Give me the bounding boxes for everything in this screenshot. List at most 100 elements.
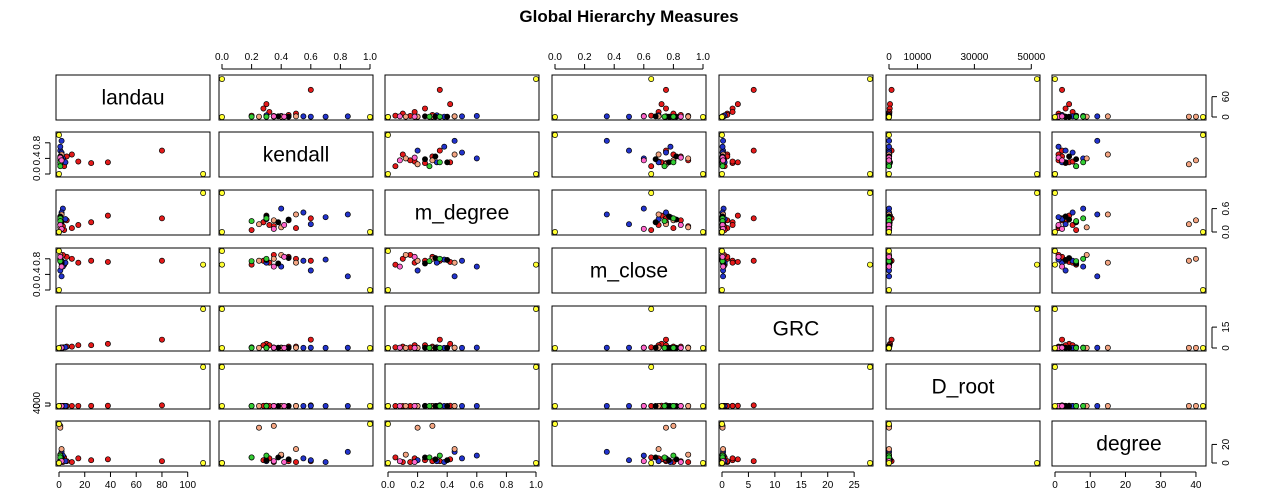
point-g3-p1-m_close-kendall bbox=[275, 260, 282, 267]
point-g2-p1-degree-m_degree bbox=[414, 424, 421, 431]
point-g5-p0-GRC-m_close bbox=[677, 344, 684, 351]
point-g4-p1-D_root-m_close bbox=[661, 403, 668, 409]
point-g6-p0-m_degree-GRC bbox=[867, 190, 873, 196]
point-g6-p2-m_close-GRC bbox=[719, 248, 725, 254]
point-g2-p3-landau-m_close bbox=[685, 113, 692, 120]
point-g5-p0-m_degree-degree bbox=[1055, 222, 1062, 228]
point-g4-p0-landau-kendall bbox=[263, 113, 270, 120]
point-g6-p1-kendall-m_degree bbox=[385, 132, 391, 138]
point-g1-p2-degree-m_close bbox=[626, 457, 632, 464]
panel-kendall-m_close bbox=[551, 131, 707, 178]
panel-degree-kendall bbox=[218, 420, 374, 467]
point-g2-p2-degree-landau bbox=[58, 446, 65, 453]
point-g6-p0-m_close-degree bbox=[1052, 261, 1058, 268]
point-g5-p1-m_degree-degree bbox=[1059, 225, 1065, 232]
point-g2-p3-m_degree-degree bbox=[1083, 224, 1090, 231]
point-g1-p2-kendall-m_degree bbox=[414, 147, 421, 154]
point-g2-p2-m_degree-m_close bbox=[655, 211, 662, 218]
point-g0-p0-degree-landau bbox=[159, 458, 165, 465]
point-g5-p1-degree-m_degree bbox=[396, 458, 403, 465]
point-g0-p0-m_degree-GRC bbox=[750, 215, 757, 222]
point-g2-p2-D_root-m_degree bbox=[451, 403, 458, 409]
point-g5-p0-m_close-D_root bbox=[886, 253, 892, 260]
panel-m_degree-D_root bbox=[885, 189, 1041, 236]
point-g1-p4-kendall-m_degree bbox=[459, 149, 465, 156]
point-g0-p0-landau-GRC bbox=[750, 86, 757, 93]
right-tick-label-degree-1: 20 bbox=[1221, 438, 1232, 450]
point-g6-p0-degree-D_root bbox=[1034, 460, 1040, 466]
point-g2-p2-m_close-degree bbox=[1104, 259, 1111, 266]
point-g3-p2-D_root-m_degree bbox=[444, 403, 451, 409]
bottom-tick-label-GRC-1: 5 bbox=[746, 480, 752, 491]
point-g0-p1-degree-landau bbox=[104, 456, 111, 463]
point-g3-p1-D_root-m_close bbox=[652, 403, 659, 409]
point-g5-p1-kendall-degree bbox=[1059, 157, 1065, 164]
panel-m_close-m_close bbox=[551, 247, 707, 294]
point-g2-p1-m_degree-kendall bbox=[256, 221, 262, 228]
point-g4-p1-kendall-degree bbox=[1073, 163, 1080, 170]
bottom-tick-label-degree-4: 40 bbox=[1190, 480, 1202, 491]
point-g6-p1-kendall-GRC bbox=[719, 132, 725, 138]
point-g4-p1-D_root-kendall bbox=[248, 403, 255, 409]
point-g0-p2-D_root-landau bbox=[88, 402, 95, 409]
bottom-tick-label-m_degree-0: 0.0 bbox=[381, 480, 395, 491]
panel-m_close-m_degree bbox=[384, 247, 540, 294]
bottom-tick-label-m_degree-2: 0.4 bbox=[440, 480, 454, 491]
panel-m_degree-m_degree bbox=[384, 189, 540, 236]
point-g1-p0-m_close-m_degree bbox=[451, 273, 458, 280]
point-g2-p1-degree-m_close bbox=[663, 424, 669, 431]
point-g5-p1-m_close-degree bbox=[1059, 263, 1065, 270]
point-g4-p1-kendall-m_degree bbox=[426, 163, 433, 170]
point-g2-p1-landau-degree bbox=[1185, 113, 1192, 120]
point-g6-p2-landau-kendall bbox=[219, 114, 225, 120]
panel-m_close-degree bbox=[1051, 247, 1207, 294]
point-g1-p4-landau-m_degree bbox=[459, 113, 465, 120]
point-g5-p1-degree-kendall bbox=[270, 458, 277, 465]
panel-grid: landau kendall m_degree m_close GRC D_rootdeg… bbox=[32, 52, 1232, 491]
point-g0-p3-m_close-landau bbox=[75, 259, 82, 266]
point-g2-p2-GRC-degree bbox=[1104, 344, 1111, 351]
point-g4-p1-landau-kendall bbox=[248, 113, 255, 120]
point-g6-p2-D_root-kendall bbox=[219, 403, 225, 409]
point-g6-p2-D_root-m_close bbox=[700, 403, 706, 409]
point-g3-p2-GRC-m_degree bbox=[444, 344, 451, 351]
point-g3-p1-landau-m_close bbox=[652, 113, 659, 120]
point-g1-p0-kendall-landau bbox=[58, 137, 65, 144]
point-g0-p0-GRC-degree bbox=[1059, 336, 1065, 343]
point-g1-p2-GRC-kendall bbox=[307, 344, 314, 351]
point-g6-p0-m_close-GRC bbox=[867, 261, 873, 268]
point-g6-p1-landau-kendall bbox=[367, 114, 373, 120]
point-g6-p0-D_root-degree bbox=[1052, 364, 1058, 370]
point-g0-p1-landau-degree bbox=[1066, 101, 1073, 108]
right-tick-label-degree-0: 0 bbox=[1221, 460, 1232, 466]
point-g1-p5-degree-kendall bbox=[322, 459, 329, 466]
point-g1-p1-m_close-degree bbox=[1080, 263, 1087, 270]
point-g6-p0-D_root-m_degree bbox=[533, 364, 539, 370]
point-g1-p1-kendall-m_degree bbox=[473, 155, 480, 162]
point-g5-p1-GRC-m_close bbox=[640, 344, 647, 351]
point-g6-p0-GRC-landau bbox=[200, 306, 207, 312]
panel-landau-m_close bbox=[551, 74, 707, 121]
top-tick-label-D_root-0: 0 bbox=[886, 52, 892, 63]
point-g5-p1-D_root-m_degree bbox=[396, 403, 403, 409]
point-g1-p5-kendall-m_degree bbox=[441, 143, 448, 150]
bottom-tick-label-landau-0: 0 bbox=[56, 480, 62, 491]
point-g0-p3-D_root-landau bbox=[75, 402, 82, 409]
point-g0-p2-degree-landau bbox=[88, 457, 95, 464]
point-g4-p1-kendall-m_close bbox=[661, 163, 668, 170]
point-g0-p4-kendall-landau bbox=[68, 151, 75, 158]
point-g4-p0-kendall-m_degree bbox=[436, 159, 443, 166]
point-g6-p0-degree-GRC bbox=[867, 460, 873, 466]
point-g4-p0-m_degree-degree bbox=[1080, 215, 1087, 222]
point-g0-p0-landau-m_degree bbox=[436, 86, 443, 93]
point-g4-p1-m_degree-degree bbox=[1073, 218, 1080, 225]
point-g4-p1-degree-m_close bbox=[661, 454, 668, 461]
point-g6-p0-D_root-GRC bbox=[867, 364, 873, 370]
point-g6-p1-m_close-kendall bbox=[367, 287, 373, 293]
point-g0-p0-m_close-GRC bbox=[750, 257, 757, 264]
point-g1-p0-m_degree-m_close bbox=[603, 211, 610, 218]
point-g6-p2-m_degree-degree bbox=[1052, 229, 1058, 235]
point-g1-p2-m_degree-kendall bbox=[307, 221, 314, 228]
point-g1-p1-GRC-m_degree bbox=[473, 344, 480, 351]
point-g1-p5-m_degree-kendall bbox=[322, 214, 329, 221]
